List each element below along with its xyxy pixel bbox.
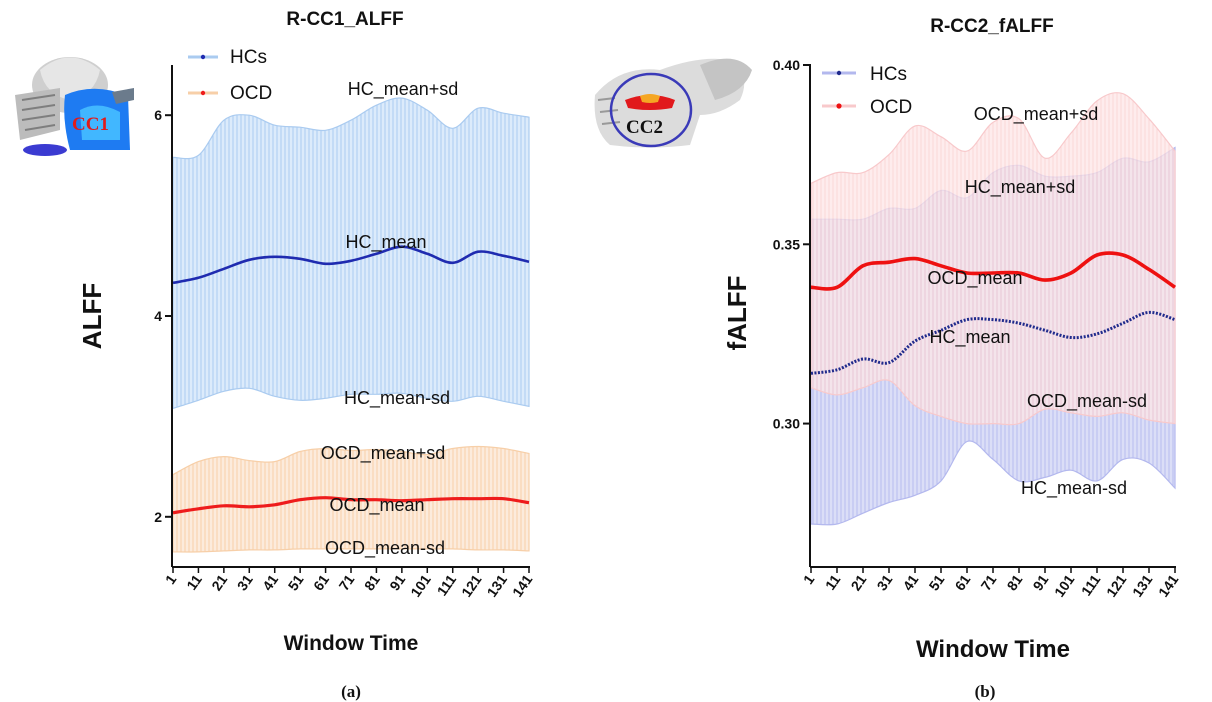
legend-label-ocd: OCD [230,83,272,104]
y-tick-label: 6 [154,107,162,123]
legend: HCs OCD [822,64,912,118]
annotation-hc-mean-minus-sd: HC_mean-sd [1021,478,1127,499]
x-tick-label: 111 [434,571,460,598]
annotation-ocd-mean-minus-sd: OCD_mean-sd [1027,391,1147,412]
y-axis-title: ALFF [77,283,107,349]
x-tick-label: 1 [800,571,818,587]
y-tick-label: 4 [154,308,162,324]
x-tick-label: 71 [335,571,357,593]
annotation-ocd-mean-plus-sd: OCD_mean+sd [974,104,1099,125]
x-tick-label: 91 [386,571,408,593]
x-tick-label: 81 [1003,571,1025,593]
ocd-sd-band [810,92,1176,426]
x-tick-label: 111 [1078,571,1104,598]
brain-region-label: CC2 [626,117,663,138]
x-tick-label: 41 [899,571,921,593]
x-tick-label: 21 [208,571,230,593]
legend-label-hcs: HCs [230,47,267,68]
x-tick-label: 51 [925,571,947,593]
x-tick-label: 121 [1103,571,1130,599]
ocd-mean-line [810,251,1177,291]
x-tick-label: 81 [361,571,383,593]
legend-item-hcs: HCs [822,64,907,85]
legend-item-ocd: OCD [822,97,912,118]
annotation-ocd-mean-minus-sd: OCD_mean-sd [325,538,445,559]
annotation-ocd-mean: OCD_mean [927,268,1022,289]
x-tick-label: 11 [183,571,205,592]
x-tick-label: 101 [1051,571,1078,599]
y-tick-label: 0.40 [773,57,800,73]
hc-sd-band [172,97,530,410]
panel-label-a: (a) [341,682,361,701]
annotation-hc-mean-plus-sd: HC_mean+sd [348,79,459,100]
annotation-ocd-mean: OCD_mean [329,495,424,516]
chart-panel-a: R-CC1_ALFF CC1 246 1 11 21 31 41 51 61 71 81 9110… [8,9,536,701]
x-axis-title: Window Time [284,632,419,655]
x-tick-label: 71 [977,571,999,593]
x-tick-label: 131 [484,571,511,599]
chart-panel-b: R-CC2_fALFF CC2 0.300.350.40 1 11 21 31 41 51… [594,16,1182,701]
chart-title: R-CC2_fALFF [930,16,1054,37]
x-tick-label: 21 [847,571,869,593]
x-tick-label: 51 [285,571,307,593]
annotation-hc-mean-plus-sd: HC_mean+sd [965,177,1076,198]
y-axis-title: fALFF [722,275,752,350]
legend-label-hcs: HCs [870,64,907,85]
annotation-hc-mean: HC_mean [929,327,1010,348]
hc-mean-line [172,245,530,285]
x-tick-label: 41 [259,571,281,593]
x-tick-label: 141 [509,571,536,599]
brain-thumbnail-b: CC2 [594,58,752,148]
x-tick-label: 1 [162,571,180,587]
y-tick-label: 0.35 [773,236,800,252]
ocd-mean-line [172,496,530,515]
annotation-ocd-mean-plus-sd: OCD_mean+sd [321,443,446,464]
x-tick-label: 61 [951,571,973,593]
legend-item-ocd: OCD [188,83,272,104]
x-axis-title: Window Time [916,636,1070,663]
panel-label-b: (b) [975,682,996,701]
legend-label-ocd: OCD [870,97,912,118]
x-tick-label: 101 [407,571,434,599]
legend-item-hcs: HCs [188,47,267,68]
brain-region-label: CC1 [72,114,109,135]
x-tick-label: 91 [1029,571,1051,593]
x-tick-label: 141 [1155,571,1182,599]
chart-title: R-CC1_ALFF [286,9,403,30]
x-tick-label: 131 [1129,571,1156,599]
x-tick-label: 31 [873,571,895,593]
x-tick-label: 121 [458,571,485,599]
brain-thumbnail-a: CC1 [8,57,136,156]
y-tick-label: 0.30 [773,416,800,432]
x-tick-label: 31 [234,571,256,593]
annotation-hc-mean: HC_mean [345,232,426,253]
y-tick-label: 2 [154,509,162,525]
x-tick-label: 61 [310,571,332,593]
hc-mean-line [810,310,1176,375]
annotation-hc-mean-minus-sd: HC_mean-sd [344,388,450,409]
x-tick-label: 11 [822,571,844,592]
legend: HCs OCD [188,47,272,104]
